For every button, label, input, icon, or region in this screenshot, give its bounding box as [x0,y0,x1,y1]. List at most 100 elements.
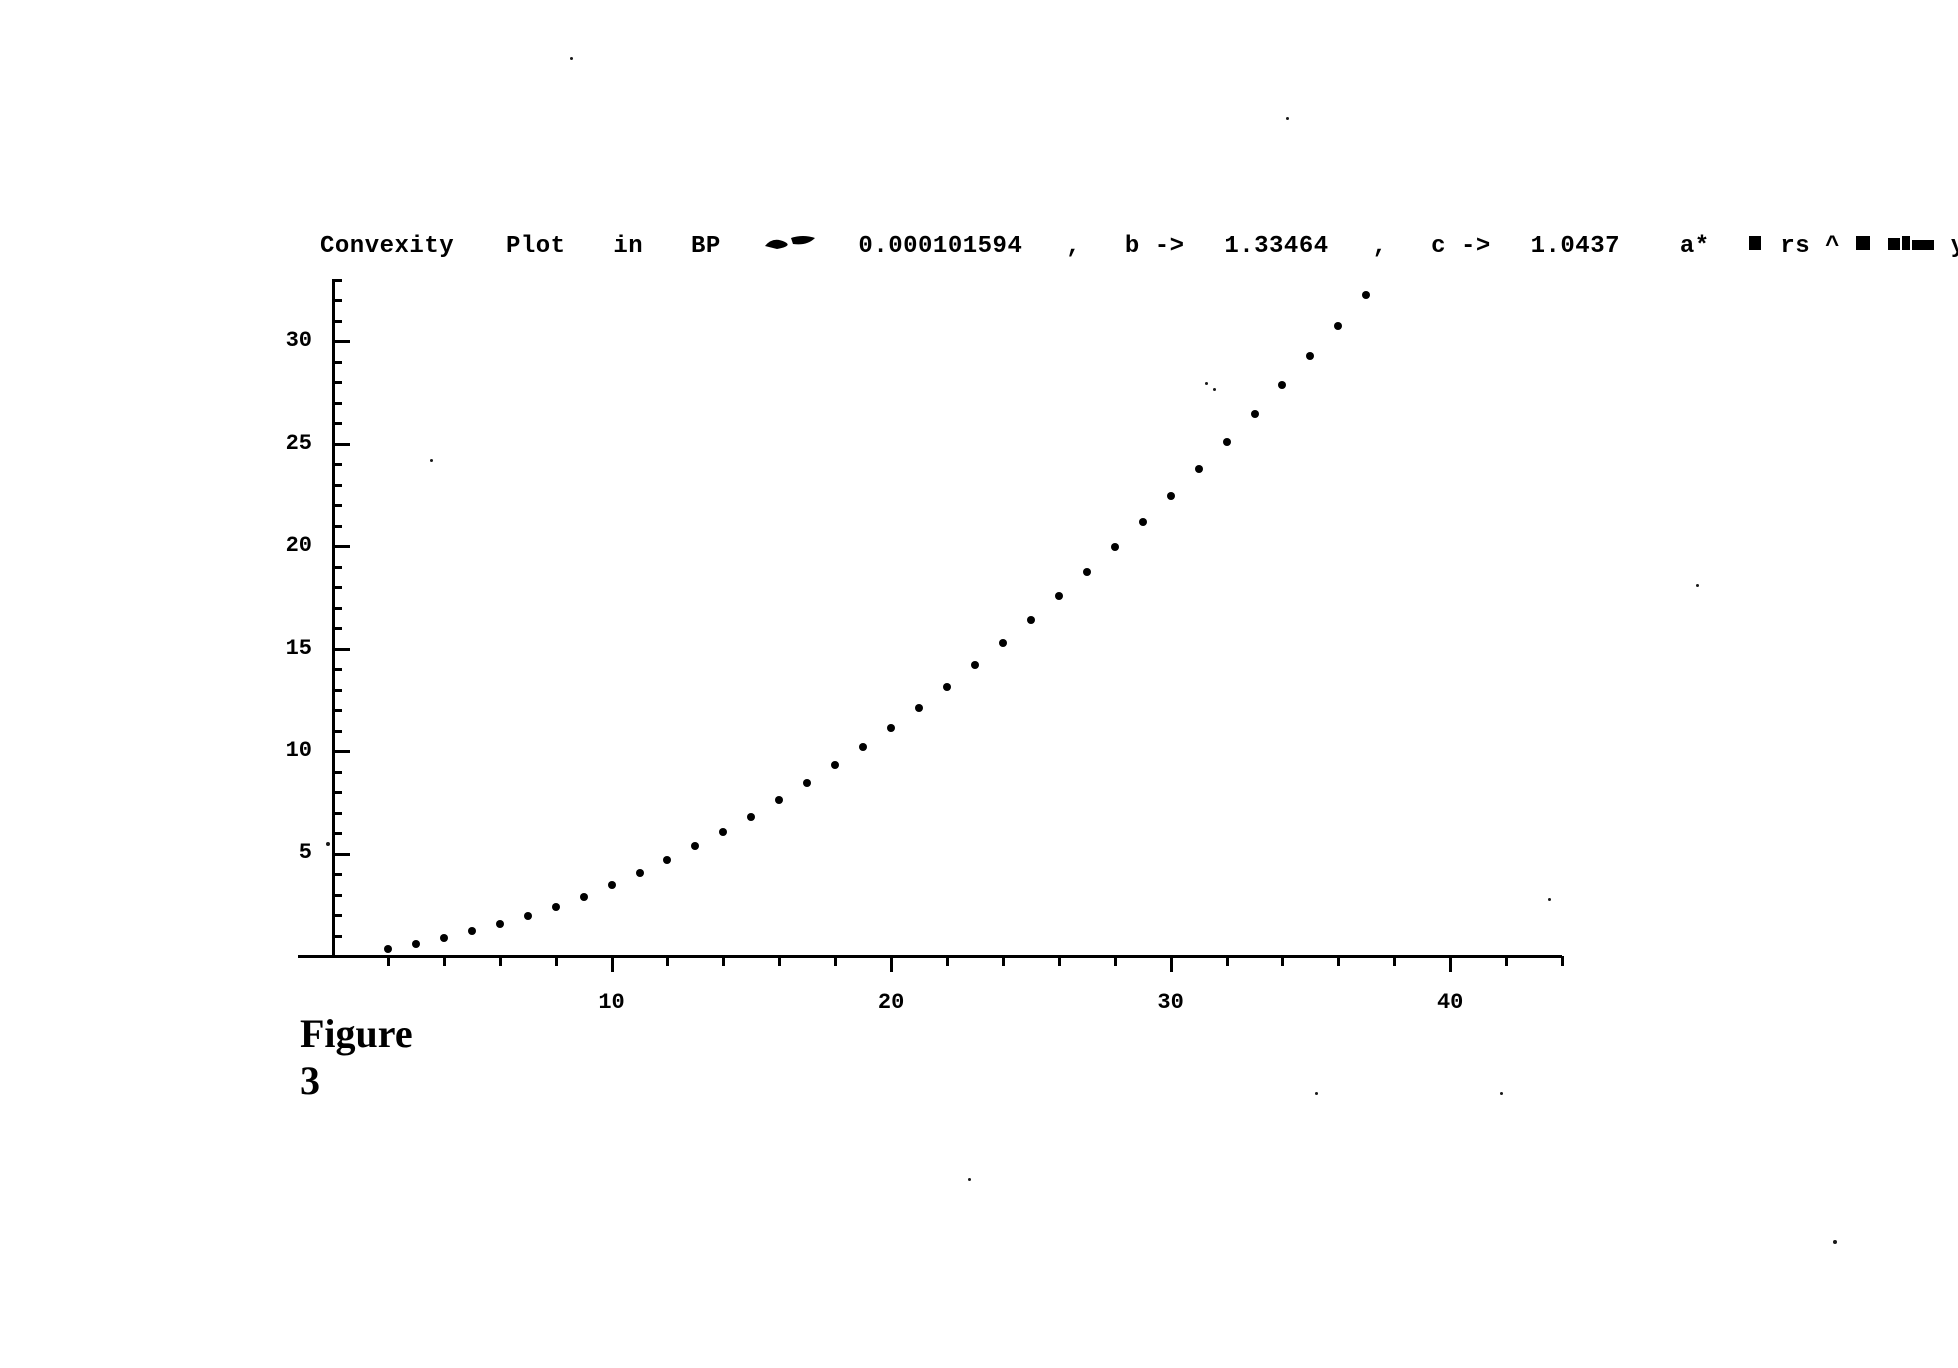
y-tick-minor [332,771,342,774]
title-word-in: in [613,233,643,260]
data-point [999,639,1007,647]
x-tick-minor [555,956,558,966]
x-axis-label: 10 [582,990,642,1015]
data-point [608,881,616,889]
x-tick-minor [1337,956,1340,966]
data-point [1027,616,1035,624]
x-tick-minor [387,956,390,966]
y-tick-major [332,545,350,548]
y-tick-major [332,443,350,446]
page: Convexity Plot in BP 0.000101594 , b -> … [0,0,1958,1368]
title-blot3-icon [1888,232,1936,260]
y-tick-minor [332,463,342,466]
title-comma-2: , [1372,233,1387,260]
y-tick-minor [332,668,342,671]
data-point [663,856,671,864]
data-point [747,813,755,821]
noise-speck [1315,1092,1318,1095]
title-param-a-value: 0.000101594 [858,233,1022,260]
data-point [775,796,783,804]
y-tick-minor [332,914,342,917]
data-point [971,661,979,669]
x-tick-minor [834,956,837,966]
y-tick-minor [332,381,342,384]
noise-speck [1205,382,1208,385]
x-tick-minor [946,956,949,966]
data-point [412,940,420,948]
title-param-c-arrow: c -> [1431,233,1491,260]
y-tick-minor [332,279,342,282]
noise-speck [1286,117,1289,120]
data-point [440,934,448,942]
x-tick-minor [1505,956,1508,966]
data-point [803,779,811,787]
data-point [1223,438,1231,446]
x-tick-minor [1393,956,1396,966]
data-point [1278,381,1286,389]
y-tick-minor [332,422,342,425]
data-point [1306,352,1314,360]
x-tick-minor [499,956,502,966]
data-point [859,743,867,751]
y-axis-label: 20 [262,533,312,558]
x-tick-minor [778,956,781,966]
noise-speck [570,57,573,60]
y-tick-minor [332,525,342,528]
y-tick-minor [332,689,342,692]
title-param-b-value: 1.33464 [1224,233,1328,260]
noise-speck [1833,1240,1837,1244]
x-axis-label: 20 [861,990,921,1015]
x-tick-major [1170,956,1173,972]
title-param-c-value: 1.0437 [1531,233,1620,260]
y-tick-minor [332,627,342,630]
title-comma-1: , [1066,233,1081,260]
y-tick-minor [332,402,342,405]
x-axis-line [298,955,1562,958]
data-point [1139,518,1147,526]
y-tick-major [332,648,350,651]
title-word-bp: BP [691,233,721,260]
data-point [636,869,644,877]
title-blot2-icon [1855,232,1873,260]
data-point [1251,410,1259,418]
data-point [552,903,560,911]
y-tick-minor [332,484,342,487]
y-tick-minor [332,607,342,610]
noise-speck [1213,388,1216,391]
data-point [384,945,392,953]
data-point [887,724,895,732]
data-point [943,683,951,691]
title-param-b-arrow: b -> [1125,233,1185,260]
y-tick-minor [332,504,342,507]
noise-speck [1696,584,1699,587]
y-tick-minor [332,812,342,815]
y-axis-label: 15 [262,636,312,661]
y-tick-minor [332,894,342,897]
noise-speck [326,842,330,846]
y-tick-major [332,853,350,856]
noise-speck [430,459,433,462]
x-tick-minor [443,956,446,966]
plot-area: 5101520253010203040 [332,280,1562,956]
y-tick-major [332,750,350,753]
y-tick-minor [332,299,342,302]
data-point [719,828,727,836]
y-tick-minor [332,791,342,794]
title-smudge-icon [763,232,817,260]
data-point [831,761,839,769]
x-tick-minor [1114,956,1117,966]
title-word-plot: Plot [506,233,566,260]
figure-caption-text: Figure 3 [300,1011,413,1103]
x-tick-minor [1281,956,1284,966]
data-point [1334,322,1342,330]
x-tick-major [611,956,614,972]
y-tick-minor [332,320,342,323]
title-blot-icon [1747,232,1765,260]
noise-speck [1548,898,1551,901]
y-tick-minor [332,832,342,835]
x-tick-minor [1058,956,1061,966]
y-tick-minor [332,873,342,876]
data-point [1195,465,1203,473]
data-point [1362,291,1370,299]
title-tail-a: a* [1680,233,1710,260]
